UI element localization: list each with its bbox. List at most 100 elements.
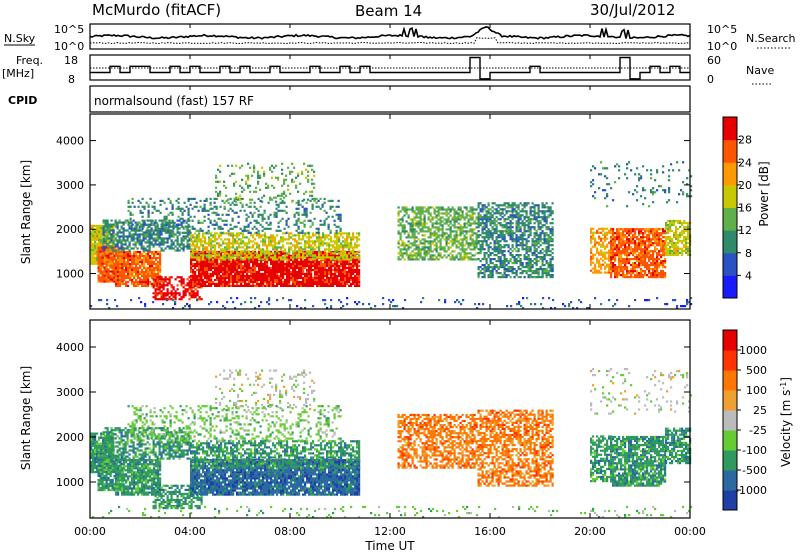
echo-cell: [123, 262, 126, 266]
echo-cell: [489, 222, 492, 225]
echo-cell: [437, 258, 440, 261]
echo-cell: [457, 240, 460, 243]
echo-cell: [166, 290, 169, 293]
echo-cell: [143, 276, 146, 280]
echo-cell: [141, 264, 144, 268]
echo-cell: [139, 252, 142, 256]
echo-cell: [172, 296, 175, 299]
echo-cell: [282, 280, 285, 284]
echo-cell: [192, 286, 195, 289]
echo-cell: [219, 227, 222, 230]
echo-cell: [206, 284, 209, 287]
echo-cell: [198, 252, 201, 255]
echo-cell: [139, 260, 142, 264]
echo-cell: [325, 217, 328, 220]
echo-cell: [119, 252, 122, 256]
echo-cell: [188, 247, 191, 250]
echo-cell: [238, 278, 241, 282]
echo-cell: [108, 242, 111, 245]
echo-cell: [165, 231, 168, 234]
echo-cell: [240, 238, 243, 241]
echo-cell: [106, 243, 109, 246]
echo-cell: [312, 278, 315, 282]
echo-cell: [141, 284, 144, 287]
echo-cell: [129, 266, 132, 270]
echo-cell: [125, 250, 128, 254]
echo-cell: [316, 282, 319, 285]
echo-cell: [437, 226, 440, 229]
echo-cell: [253, 219, 256, 222]
echo-cell: [232, 242, 235, 245]
echo-cell: [147, 213, 150, 216]
echo-cell: [307, 164, 310, 167]
echo-cell: [290, 232, 293, 235]
echo-cell: [249, 198, 252, 201]
echo-cell: [306, 260, 309, 264]
echo-cell: [435, 210, 438, 213]
echo-cell: [208, 276, 211, 280]
echo-cell: [308, 264, 311, 268]
echo-cell: [216, 250, 219, 254]
echo-cell: [465, 254, 468, 257]
echo-cell: [423, 246, 426, 249]
echo-cell: [313, 170, 316, 173]
echo-cell: [278, 264, 281, 268]
echo-cell: [399, 250, 402, 253]
echo-cell: [178, 298, 181, 301]
echo-cell: [330, 280, 333, 284]
echo-cell: [234, 258, 237, 261]
echo-cell: [475, 240, 478, 243]
echo-cell: [90, 224, 93, 227]
echo-cell: [348, 280, 351, 284]
echo-cell: [244, 278, 247, 282]
echo-cell: [344, 266, 347, 270]
echo-cell: [274, 264, 277, 268]
echo-cell: [306, 282, 309, 285]
echo-cell: [222, 240, 225, 243]
echo-cell: [193, 197, 196, 200]
echo-cell: [264, 250, 267, 253]
echo-cell: [126, 245, 129, 248]
echo-cell: [268, 238, 271, 241]
echo-cell: [342, 246, 345, 249]
echo-cell: [439, 208, 442, 211]
echo-cell: [188, 237, 191, 240]
echo-cell: [489, 230, 492, 233]
echo-cell: [262, 248, 265, 251]
echo-cell: [447, 208, 450, 211]
echo-cell: [121, 264, 124, 268]
echo-cell: [294, 248, 297, 251]
echo-cell: [328, 268, 331, 272]
echo-cell: [170, 231, 173, 234]
echo-cell: [354, 282, 357, 285]
echo-cell: [269, 223, 272, 226]
echo-cell: [163, 215, 166, 218]
echo-cell: [226, 258, 229, 262]
echo-cell: [108, 231, 111, 234]
echo-cell: [212, 244, 215, 247]
echo-cell: [296, 270, 299, 274]
echo-cell: [303, 225, 306, 228]
echo-cell: [108, 238, 111, 241]
echo-cell: [453, 208, 456, 211]
echo-cell: [196, 244, 199, 247]
echo-cell: [215, 190, 218, 193]
echo-cell: [247, 176, 250, 179]
echo-cell: [251, 174, 254, 177]
echo-cell: [160, 292, 163, 295]
echo-cell: [304, 264, 307, 268]
echo-cell: [399, 210, 402, 213]
echo-cell: [463, 234, 466, 237]
echo-cell: [289, 170, 292, 173]
echo-cell: [224, 276, 227, 280]
echo-cell: [137, 270, 140, 274]
echo-cell: [243, 227, 246, 230]
echo-cell: [226, 264, 229, 268]
echo-cell: [306, 254, 309, 257]
echo-cell: [208, 256, 211, 259]
echo-cell: [199, 227, 202, 230]
echo-cell: [90, 238, 93, 241]
echo-cell: [429, 220, 432, 223]
echo-cell: [145, 284, 148, 287]
echo-cell: [298, 236, 301, 239]
